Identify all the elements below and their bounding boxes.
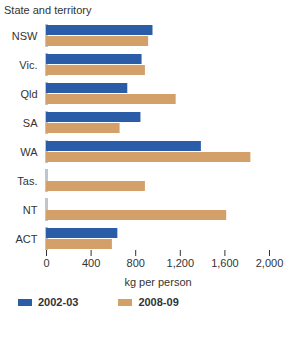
- svg-text:Qld: Qld: [20, 88, 37, 100]
- svg-text:1,200: 1,200: [167, 257, 195, 269]
- svg-text:Tas.: Tas.: [17, 175, 37, 187]
- svg-text:WA: WA: [20, 146, 38, 158]
- svg-text:2,000: 2,000: [256, 257, 284, 269]
- svg-text:kg per person: kg per person: [124, 276, 191, 288]
- svg-text:SA: SA: [23, 117, 38, 129]
- svg-text:NSW: NSW: [12, 30, 38, 42]
- svg-text:0: 0: [43, 257, 49, 269]
- svg-text:Vic.: Vic.: [19, 59, 37, 71]
- html-text:State and territory: State and territory: [4, 4, 92, 16]
- svg-text:800: 800: [127, 257, 145, 269]
- html-text:2008-09: 2008-09: [138, 296, 179, 308]
- svg-text:NT: NT: [23, 204, 38, 216]
- svg-text:400: 400: [82, 257, 100, 269]
- svg-text:ACT: ACT: [16, 233, 38, 245]
- html-text:2002-03: 2002-03: [38, 296, 79, 308]
- svg-text:1,600: 1,600: [211, 257, 239, 269]
